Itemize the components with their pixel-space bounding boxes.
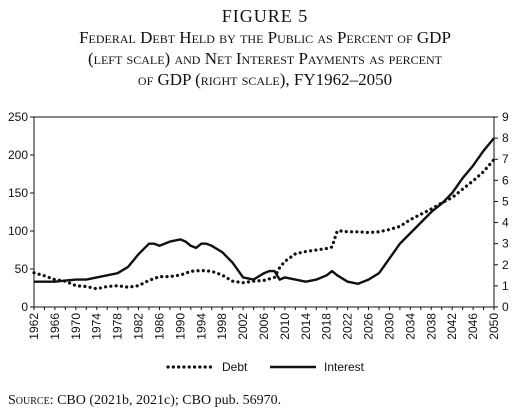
legend-label-interest: Interest <box>324 360 365 374</box>
x-tick-label: 1994 <box>194 313 208 340</box>
source-note: Source: CBO (2021b, 2021c); CBO pub. 569… <box>8 393 281 409</box>
x-tick-label: 2050 <box>487 313 501 340</box>
chart-title-line-1: Federal Debt Held by the Public as Perce… <box>79 28 451 47</box>
chart-title-line-2: (left scale) and Net Interest Payments a… <box>87 49 443 68</box>
x-tick-label: 2022 <box>341 313 355 340</box>
x-tick-label: 2010 <box>278 313 292 340</box>
x-tick-label: 2006 <box>257 313 271 340</box>
right-y-tick-label: 7 <box>502 152 509 166</box>
x-tick-label: 1974 <box>90 313 104 340</box>
x-tick-label: 1978 <box>111 313 125 340</box>
left-y-tick-label: 250 <box>8 110 28 124</box>
right-y-tick-label: 1 <box>502 279 509 293</box>
x-tick-label: 1970 <box>69 313 83 340</box>
source-label: Source: <box>8 393 54 408</box>
left-y-tick-label: 50 <box>15 262 29 276</box>
series-line-debt <box>32 158 496 291</box>
x-tick-label: 1986 <box>152 313 166 340</box>
x-tick-label: 2002 <box>236 313 250 340</box>
right-y-tick-label: 0 <box>502 300 509 314</box>
axes: 0 50 100 150 200 250 0 1 2 3 4 5 6 7 8 9 1962 1966 1970 197… <box>8 110 509 340</box>
legend: Debt Interest <box>166 360 365 374</box>
x-tick-label: 2018 <box>320 313 334 340</box>
right-y-tick-label: 2 <box>502 258 509 272</box>
x-tick-label: 1966 <box>48 313 62 340</box>
figure-number: FIGURE 5 <box>221 6 309 26</box>
left-y-tick-label: 0 <box>21 300 28 314</box>
x-tick-label: 1962 <box>27 313 41 340</box>
x-tick-label: 1982 <box>132 313 146 340</box>
x-tick-label: 2046 <box>466 313 480 340</box>
right-y-tick-label: 3 <box>502 237 509 251</box>
left-y-tick-label: 150 <box>8 186 28 200</box>
right-y-tick-label: 8 <box>502 131 509 145</box>
x-tick-label: 2038 <box>424 313 438 340</box>
x-tick-label: 2042 <box>445 313 459 340</box>
right-y-tick-label: 4 <box>502 216 509 230</box>
x-tick-label: 2034 <box>403 313 417 340</box>
chart-title: Federal Debt Held by the Public as Perce… <box>0 27 530 90</box>
right-y-tick-label: 5 <box>502 194 509 208</box>
x-tick-label: 2014 <box>299 313 313 340</box>
left-y-tick-label: 100 <box>8 224 28 238</box>
series-lines <box>32 137 496 291</box>
right-y-tick-label: 6 <box>502 173 509 187</box>
x-tick-label: 2026 <box>362 313 376 340</box>
left-y-tick-label: 200 <box>8 148 28 162</box>
x-tick-label: 2030 <box>382 313 396 340</box>
series-line-interest <box>34 137 495 285</box>
chart-title-line-3: of GDP (right scale), FY1962–2050 <box>137 70 393 89</box>
source-text: CBO (2021b, 2021c); CBO pub. 56970. <box>57 393 282 408</box>
x-tick-label: 1998 <box>215 313 229 340</box>
x-tick-label: 1990 <box>173 313 187 340</box>
legend-label-debt: Debt <box>222 360 248 374</box>
right-y-tick-label: 9 <box>502 110 509 124</box>
